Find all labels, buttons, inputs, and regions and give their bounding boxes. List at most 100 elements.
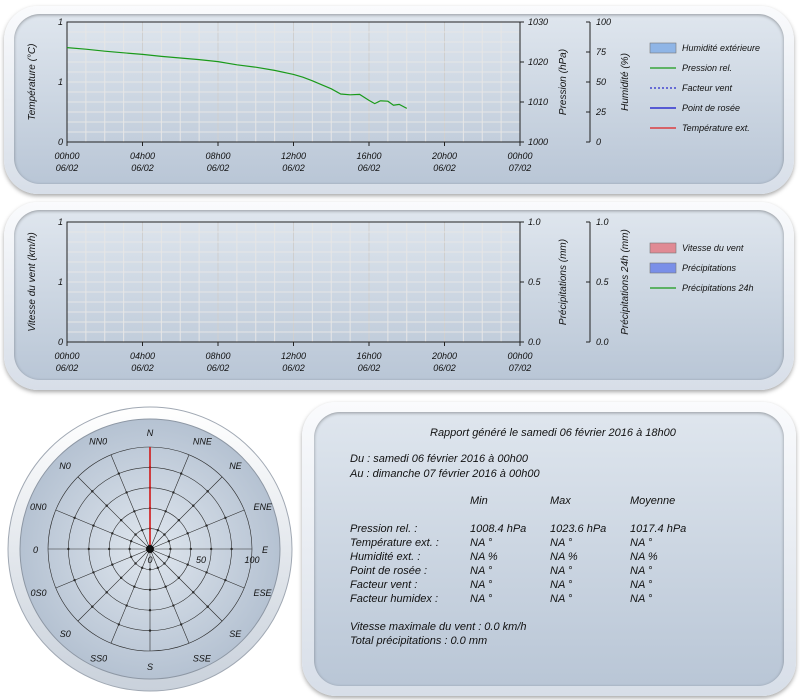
rose-spoke [149, 509, 245, 550]
temperature-pressure-chart: 00h00 06/02 04h00 06/02 08h00 06/02 12h00 06/02… [27, 17, 760, 173]
y-right-axis-label: Humidité (%) [620, 53, 631, 111]
y-right-axis-label: Précipitations 24h (mm) [620, 229, 631, 335]
y-left-tick-label: 1 [58, 217, 63, 227]
legend-label: Précipitations 24h [682, 283, 754, 293]
rose-marker [164, 585, 167, 588]
rose-marker [134, 562, 137, 565]
rose-marker [148, 568, 152, 571]
rose-direction-label: SSE [193, 653, 212, 663]
report-row-min: NA ° [470, 579, 493, 591]
rose-marker [119, 518, 123, 522]
rose-spoke [149, 454, 190, 550]
report-panel-inner [314, 412, 784, 686]
rose-marker [177, 518, 181, 522]
rose-direction-label: SS0 [90, 653, 107, 663]
rose-direction-label: NN0 [89, 437, 107, 447]
report-row-max: 1023.6 hPa [550, 523, 607, 535]
report-row-min: NA ° [470, 537, 493, 549]
series-line-pression [66, 47, 408, 109]
legend-label: Pression rel. [682, 63, 732, 73]
report-row-label: Facteur humidex : [350, 593, 439, 605]
report-row-max: NA ° [550, 565, 573, 577]
rose-marker [125, 604, 128, 607]
rose-marker [167, 555, 171, 559]
y-left-axis-label: Température (°C) [27, 44, 38, 121]
report-period-from: Du : samedi 06 février 2016 à 00h00 [350, 453, 528, 465]
x-tick-label-date: 06/02 [131, 163, 154, 173]
x-tick-label-date: 06/02 [56, 363, 79, 373]
rose-marker [172, 604, 175, 607]
rose-marker [129, 555, 133, 559]
report-row-avg: NA ° [630, 579, 653, 591]
rose-direction-label: 0 [33, 545, 38, 555]
rose-direction-label: E [262, 545, 269, 555]
rose-marker [148, 629, 152, 632]
legend-swatch [649, 242, 677, 254]
y-left-tick-label: 1 [58, 17, 63, 27]
rose-marker [105, 591, 108, 594]
rose-center-dot [146, 545, 154, 553]
legend-label: Température ext. [682, 123, 750, 133]
rose-marker [91, 490, 94, 493]
rose-marker [189, 547, 192, 551]
y-mid-tick-label: 1000 [528, 137, 548, 147]
rose-marker [180, 623, 183, 626]
rose-marker [117, 472, 120, 475]
rose-marker [73, 579, 76, 582]
rose-marker [192, 504, 195, 507]
y-left-tick-label: 0 [58, 137, 63, 147]
legend-label: Humidité extérieure [682, 43, 760, 53]
legend-label: Facteur vent [682, 83, 733, 93]
y-right-tick-label: 25 [595, 107, 607, 117]
rose-direction-label: NNE [193, 437, 213, 447]
rose-marker [156, 528, 160, 532]
report-row-avg: NA ° [630, 565, 653, 577]
rose-direction-label: S [147, 662, 153, 672]
rose-marker [148, 609, 152, 612]
y-mid-axis-label: Pression (hPa) [558, 49, 569, 115]
rose-marker [224, 516, 227, 519]
report-row-avg: NA ° [630, 537, 653, 549]
report-row-min: NA % [470, 551, 498, 563]
rose-direction-label: 0S0 [31, 588, 47, 598]
report-row-max: NA ° [550, 593, 573, 605]
x-tick-label-date: 06/02 [207, 163, 230, 173]
y-mid-tick-label: 1.0 [528, 217, 541, 227]
x-tick-label: 20h00 [431, 351, 457, 361]
report-row-label: Humidité ext. : [350, 551, 421, 563]
rose-direction-label: ENE [253, 502, 273, 512]
x-tick-label-date: 06/02 [282, 163, 305, 173]
legend-swatch [649, 42, 677, 54]
rose-radial-tick-label: 0 [147, 555, 152, 565]
x-tick-label: 00h00 [507, 151, 532, 161]
y-right-tick-label: 100 [596, 17, 611, 27]
x-tick-label-date: 06/02 [282, 363, 305, 373]
x-tick-label: 16h00 [356, 351, 381, 361]
x-tick-label-date: 07/02 [509, 163, 532, 173]
chart-panel-wind [4, 202, 794, 390]
report-row-label: Température ext. : [350, 537, 439, 549]
rose-marker [186, 563, 189, 566]
y-left-axis-label: Vitesse du vent (km/h) [27, 232, 38, 331]
y-left-tick-label: 1 [58, 77, 63, 87]
x-tick-label-date: 06/02 [358, 163, 381, 173]
rose-spoke [149, 476, 223, 550]
report-row-max: NA ° [550, 537, 573, 549]
rose-marker [206, 605, 209, 608]
rose-spoke [149, 548, 190, 644]
report-row-avg: NA ° [630, 593, 653, 605]
rose-marker [177, 576, 181, 580]
y-left-tick-label: 0 [58, 337, 63, 347]
x-tick-label-date: 06/02 [207, 363, 230, 373]
rose-marker [117, 623, 120, 626]
y-mid-tick-label: 0.0 [528, 337, 541, 347]
x-tick-label: 12h00 [281, 351, 306, 361]
report-total-precip: Total précipitations : 0.0 mm [350, 635, 488, 647]
rose-marker [230, 547, 233, 551]
rose-marker [205, 524, 208, 527]
rose-spoke [149, 548, 245, 589]
rose-direction-label: N [147, 428, 154, 438]
y-right-tick-label: 0.5 [596, 277, 610, 287]
rose-marker [133, 510, 136, 513]
